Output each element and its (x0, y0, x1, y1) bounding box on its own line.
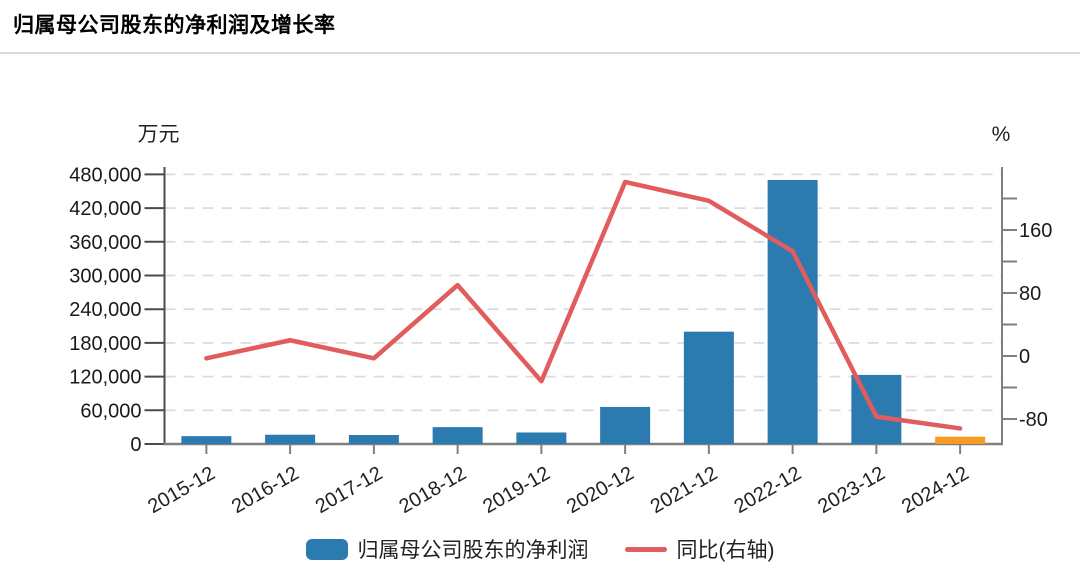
left-axis-tick-label: 480,000 (69, 164, 141, 186)
x-axis-tick-label: 2023-12 (814, 462, 889, 518)
bar-2024-12[interactable] (935, 436, 986, 444)
bar-2020-12[interactable] (600, 406, 651, 444)
x-axis: 2015-12 2016-12 2017-12 2018-12 2019-12 2020-… (144, 442, 1003, 518)
bar-2015-12[interactable] (181, 436, 232, 444)
right-axis-tick-label: -80 (1019, 409, 1048, 431)
line-series-swatch (624, 546, 667, 552)
right-axis-tick-label: 80 (1019, 283, 1041, 305)
left-axis-tick-label: 60,000 (80, 400, 141, 422)
x-axis-tick-label: 2017-12 (312, 462, 387, 518)
left-axis-tick-label: 240,000 (69, 299, 141, 321)
left-axis: 0 60,000 120,000 180,000 240,000 300,000 360,0… (69, 123, 179, 456)
gridlines (164, 173, 1002, 412)
x-axis-tick-label: 2020-12 (563, 462, 638, 518)
yoy-line (204, 179, 963, 431)
x-axis-tick-label: 2022-12 (731, 462, 806, 518)
x-axis-tick-label: 2024-12 (898, 462, 973, 518)
x-axis-tick-label: 2021-12 (647, 462, 722, 518)
left-axis-tick-label: 360,000 (69, 232, 141, 254)
left-axis-tick-label: 120,000 (69, 367, 141, 389)
bar-2019-12[interactable] (516, 432, 567, 444)
right-axis-tick-label: 0 (1019, 346, 1030, 368)
bar-2016-12[interactable] (265, 434, 316, 444)
left-axis-unit: 万元 (138, 123, 180, 146)
left-axis-tick-label: 0 (130, 434, 141, 456)
legend-item-yoy[interactable]: 同比(右轴) (624, 534, 775, 564)
bar-2018-12[interactable] (432, 427, 483, 444)
page-title: 归属母公司股东的净利润及增长率 (13, 14, 336, 37)
x-axis-tick-label: 2016-12 (228, 462, 303, 518)
left-axis-tick-label: 180,000 (69, 333, 141, 355)
legend-label-net-profit: 归属母公司股东的净利润 (357, 539, 589, 562)
left-axis-tick-label: 300,000 (69, 266, 141, 288)
bar-series (181, 180, 986, 444)
legend-label-yoy: 同比(右轴) (676, 539, 775, 562)
title-divider (0, 52, 1080, 54)
bar-2021-12[interactable] (683, 331, 734, 444)
bar-2017-12[interactable] (348, 435, 399, 444)
bar-2022-12[interactable] (767, 180, 818, 444)
x-axis-tick-label: 2019-12 (479, 462, 554, 518)
legend-item-net-profit[interactable]: 归属母公司股东的净利润 (305, 534, 589, 564)
right-axis: -80 0 80 160% (992, 123, 1052, 444)
x-axis-tick-label: 2015-12 (144, 462, 219, 518)
left-axis-tick-label: 420,000 (69, 198, 141, 220)
legend: 归属母公司股东的净利润 同比(右轴) (0, 534, 1080, 564)
right-axis-tick-label: 160 (1019, 220, 1052, 242)
right-axis-unit: % (992, 123, 1011, 146)
x-axis-tick-label: 2018-12 (396, 462, 471, 518)
bar-series-swatch (305, 538, 348, 560)
